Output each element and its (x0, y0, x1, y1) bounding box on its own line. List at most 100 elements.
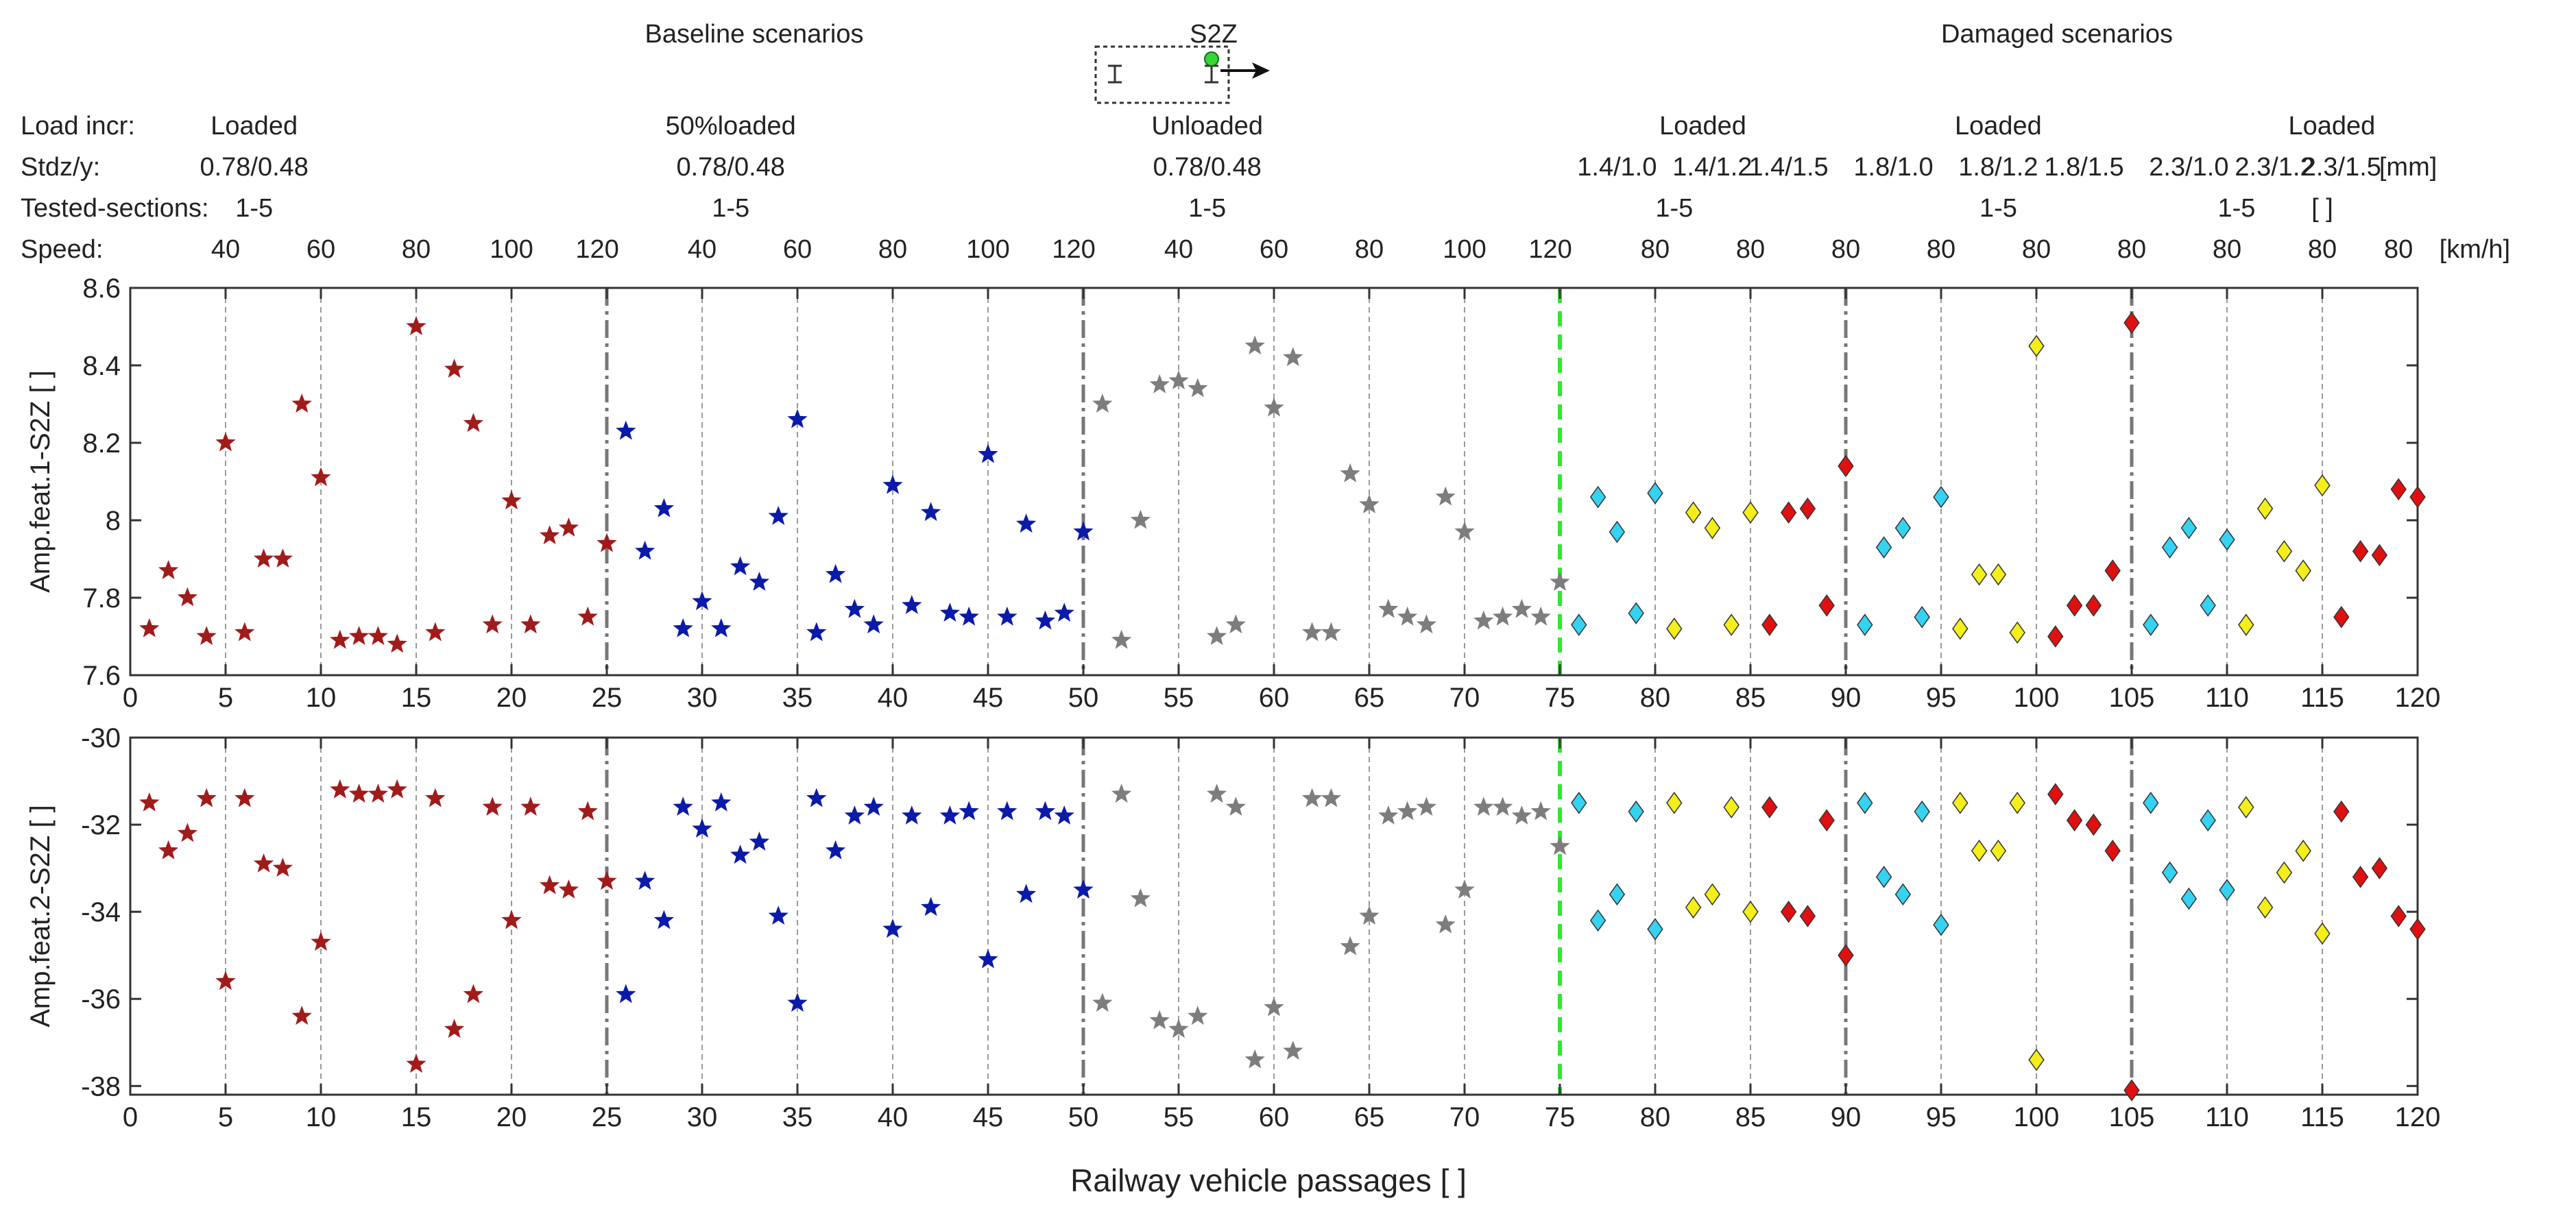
data-point-diamond (2352, 539, 2369, 563)
stdz-label: 1.4/1.5 (1748, 153, 1828, 182)
data-point-star (1435, 914, 1456, 934)
x-tick-label: 95 (1926, 683, 1957, 713)
x-tick-label: 25 (592, 1102, 623, 1132)
x-tick-label: 5 (218, 683, 233, 713)
data-point-diamond (2180, 517, 2198, 539)
data-point-star (749, 571, 770, 591)
data-point-star (959, 606, 979, 626)
data-point-diamond (2371, 857, 2388, 879)
data-point-star (1454, 879, 1475, 899)
data-point-star (1149, 374, 1170, 393)
data-point-diamond (2409, 918, 2426, 940)
data-point-diamond (1780, 501, 1797, 524)
speed-label: 120 (1052, 235, 1095, 264)
x-tick-label: 110 (2205, 1102, 2249, 1132)
speed-label: 80 (2022, 235, 2051, 264)
data-point-diamond (1818, 594, 1835, 617)
x-tick-label: 40 (878, 683, 908, 713)
x-tick-label: 120 (2395, 1102, 2441, 1132)
data-point-star (577, 801, 598, 821)
data-point-diamond (1723, 796, 1740, 818)
data-point-star (368, 626, 389, 645)
data-point-diamond (2295, 559, 2311, 582)
data-point-star (425, 788, 446, 807)
data-point-star (406, 1054, 426, 1073)
row-label-speed: Speed: (21, 235, 103, 264)
data-point-diamond (2104, 839, 2121, 862)
data-point-star (978, 444, 998, 463)
damaged-title: Damaged scenarios (1941, 20, 2173, 49)
data-point-star (1130, 888, 1151, 908)
data-point-diamond (1914, 800, 1930, 823)
data-point-star (939, 805, 961, 825)
data-point-star (234, 788, 255, 807)
data-point-star (520, 614, 541, 634)
speed-label: 80 (1736, 235, 1765, 264)
data-point-star (520, 797, 541, 816)
x-tick-label: 30 (687, 1102, 718, 1132)
data-point-star (1550, 571, 1570, 591)
x-tick-label: 20 (496, 1102, 527, 1132)
data-point-star (1359, 494, 1380, 513)
data-point-diamond (2314, 474, 2331, 497)
data-point-diamond (2276, 861, 2293, 884)
data-point-star (215, 971, 236, 991)
speed-label: 100 (966, 235, 1009, 264)
speed-label: 40 (688, 235, 717, 264)
data-point-star (139, 792, 160, 812)
data-point-star (1397, 606, 1418, 626)
x-tick-label: 105 (2109, 1102, 2155, 1132)
data-point-diamond (1933, 485, 1949, 509)
data-point-star (1473, 797, 1494, 816)
data-point-star (825, 840, 846, 860)
speed-label: [km/h] (2440, 235, 2510, 264)
data-point-diamond (1628, 602, 1644, 624)
speed-label: 80 (878, 235, 907, 264)
speed-label: 120 (575, 235, 618, 264)
data-point-diamond (2276, 539, 2293, 563)
data-point-diamond (2200, 809, 2216, 832)
data-point-diamond (1990, 563, 2007, 586)
data-point-diamond (1875, 866, 1892, 888)
y-axis-label: Amp.feat.1-S2Z [ ] (25, 370, 56, 593)
data-point-star (997, 606, 1018, 626)
x-tick-label: 85 (1735, 1102, 1766, 1132)
data-point-diamond (1875, 536, 1892, 559)
load-label: Unloaded (1151, 112, 1263, 141)
data-point-star (711, 792, 732, 812)
x-tick-label: 95 (1926, 1102, 1957, 1132)
data-point-diamond (2314, 922, 2331, 945)
data-point-star (1130, 509, 1151, 529)
data-point-star (501, 910, 522, 930)
sections-label: 1-5 (1188, 194, 1226, 223)
data-point-star (692, 591, 712, 611)
y-tick-label: 7.6 (82, 661, 121, 691)
data-point-star (997, 801, 1018, 821)
data-point-star (272, 858, 293, 877)
x-tick-label: 25 (592, 683, 623, 713)
row-label-stdz: Stdz/y: (21, 153, 100, 182)
data-point-star (1054, 603, 1074, 622)
x-tick-label: 75 (1545, 683, 1576, 713)
data-point-star (291, 1006, 312, 1025)
speed-label: 80 (1927, 235, 1955, 264)
data-point-star (463, 984, 484, 1004)
data-point-star (1301, 788, 1323, 807)
speed-label: 80 (1641, 235, 1670, 264)
data-point-diamond (1857, 614, 1873, 636)
x-axis-label: Railway vehicle passages [ ] (1070, 1163, 1467, 1198)
data-point-diamond (2238, 796, 2254, 818)
data-point-star (1492, 606, 1513, 626)
x-tick-label: 35 (782, 1102, 813, 1132)
data-point-star (939, 603, 961, 622)
data-point-star (1473, 610, 1494, 630)
data-point-star (882, 919, 903, 938)
load-label: Loaded (1955, 112, 2042, 141)
speed-label: 80 (2384, 235, 2413, 264)
data-point-star (444, 1019, 465, 1038)
y-tick-label: 8 (106, 506, 121, 536)
data-point-diamond (2066, 594, 2083, 617)
data-point-star (1168, 1019, 1189, 1038)
data-point-diamond (2123, 1079, 2140, 1102)
x-tick-label: 55 (1164, 683, 1194, 713)
